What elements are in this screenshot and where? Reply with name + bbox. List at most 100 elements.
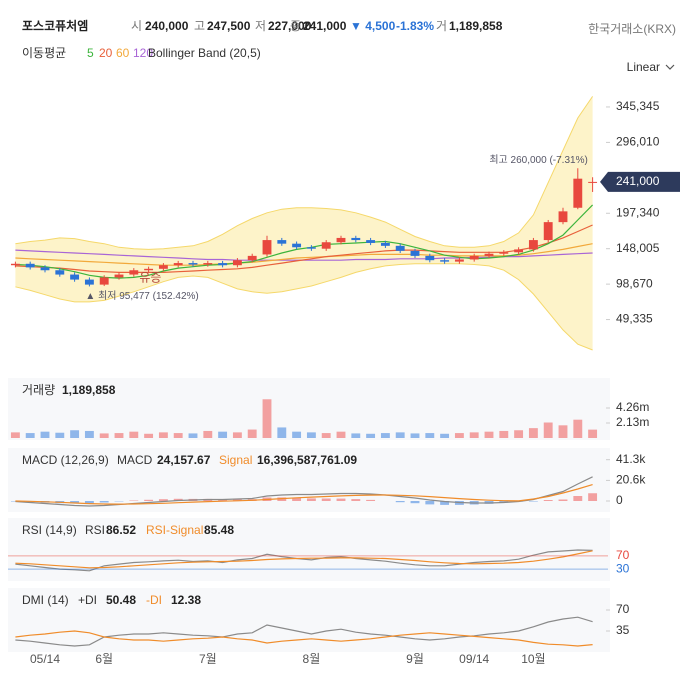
legend-value: 16,396,587,761.09 bbox=[257, 453, 357, 467]
histogram-bar bbox=[70, 501, 80, 504]
change-pct: -1.83% bbox=[396, 19, 434, 33]
histogram-bar bbox=[218, 499, 228, 501]
volume-bar bbox=[573, 419, 583, 438]
volume-bar bbox=[277, 427, 287, 438]
volume-bar bbox=[558, 425, 568, 438]
y-tick-label: 2.13m bbox=[616, 415, 649, 429]
y-tick-label: 49,335 bbox=[616, 312, 653, 326]
candle-body bbox=[425, 255, 435, 261]
candle-body bbox=[499, 252, 509, 254]
legend-name: RSI bbox=[85, 523, 105, 537]
volume-bar bbox=[380, 433, 390, 438]
legend-value: 85.48 bbox=[204, 523, 234, 537]
x-tick-label: 9월 bbox=[406, 652, 424, 666]
indicator-line bbox=[15, 484, 593, 505]
y-tick-label: 41.3k bbox=[616, 452, 646, 466]
histogram-bar bbox=[306, 498, 316, 501]
histogram-bar bbox=[232, 499, 242, 501]
histogram-bar bbox=[543, 500, 553, 501]
volume-bar bbox=[232, 432, 242, 438]
histogram-bar bbox=[558, 499, 568, 501]
candle-body bbox=[573, 178, 583, 208]
y-tick-label: 345,345 bbox=[616, 99, 660, 113]
histogram-bar bbox=[158, 499, 168, 501]
volume-bar bbox=[129, 431, 139, 438]
legend-name: Signal bbox=[219, 453, 252, 467]
volume-bar bbox=[144, 433, 154, 438]
candle-body bbox=[99, 277, 109, 285]
candle-body bbox=[588, 181, 598, 183]
y-tick-label: 70 bbox=[616, 602, 630, 616]
volume-bar bbox=[84, 430, 94, 438]
volume-bar bbox=[40, 431, 50, 438]
y-tick-label: 296,010 bbox=[616, 135, 660, 149]
high-value: 247,500 bbox=[207, 19, 251, 33]
candle-body bbox=[114, 274, 124, 278]
volume-bar bbox=[321, 433, 331, 438]
y-tick-label: 4.26m bbox=[616, 400, 649, 414]
volume-bar bbox=[543, 422, 553, 438]
volume-bar bbox=[203, 430, 213, 438]
y-tick-label: 70 bbox=[616, 548, 630, 562]
volume-bar bbox=[484, 431, 494, 438]
panel-title: 거래량 bbox=[22, 383, 55, 397]
band-legend: Bollinger Band (20,5) bbox=[148, 46, 261, 60]
indicator-line bbox=[15, 550, 593, 569]
candle-body bbox=[158, 265, 168, 269]
histogram-bar bbox=[144, 499, 154, 501]
candle-body bbox=[55, 270, 65, 275]
volume-bar bbox=[499, 430, 509, 438]
change: ▼ 4,500 bbox=[350, 19, 396, 33]
candle-body bbox=[351, 237, 361, 241]
scale-toggle[interactable]: Linear bbox=[627, 60, 675, 74]
volume-bar bbox=[292, 431, 302, 438]
volume-bar bbox=[410, 433, 420, 438]
high-annotation: 최고 260,000 (-7.31%) bbox=[489, 154, 587, 166]
histogram-bar bbox=[588, 493, 598, 501]
chevron bbox=[665, 64, 675, 70]
ma-legend: 5 bbox=[87, 46, 94, 60]
candle-body bbox=[247, 255, 257, 261]
histogram-bar bbox=[440, 501, 450, 505]
volume-bar bbox=[514, 430, 524, 438]
low-value: 227,000 bbox=[268, 19, 312, 33]
x-tick-label: 10월 bbox=[521, 652, 545, 666]
high-label: 고 bbox=[194, 19, 205, 33]
histogram-bar bbox=[84, 501, 94, 504]
y-tick-label: 20.6k bbox=[616, 473, 646, 487]
y-tick-label: 0 bbox=[616, 493, 623, 507]
volume-bar bbox=[10, 432, 20, 438]
candle-body bbox=[469, 255, 479, 260]
scale-label[interactable]: Linear bbox=[627, 60, 660, 74]
volume-bar bbox=[262, 399, 272, 438]
volume-bar bbox=[247, 429, 257, 438]
candle-body bbox=[514, 249, 524, 253]
candle-body bbox=[10, 263, 20, 266]
volume-bar bbox=[158, 432, 168, 438]
stock-name: 포스코퓨처엠 bbox=[22, 18, 88, 33]
low-annotation: ▲ 최저 95,477 (152.42%) bbox=[85, 290, 198, 302]
candle-body bbox=[366, 240, 376, 243]
candle-body bbox=[40, 267, 50, 271]
candle-body bbox=[484, 253, 494, 256]
rsi-panel bbox=[8, 518, 610, 581]
candle-body bbox=[543, 222, 553, 241]
y-tick-label: 35 bbox=[616, 623, 630, 637]
candle-body bbox=[454, 259, 464, 262]
histogram-bar bbox=[395, 501, 405, 503]
open-value: 240,000 bbox=[145, 19, 189, 33]
candle-body bbox=[306, 247, 316, 249]
volume-bar bbox=[70, 430, 80, 438]
indicator-line bbox=[15, 616, 593, 647]
candle-body bbox=[25, 263, 35, 268]
band-fill bbox=[15, 96, 593, 350]
candle-body bbox=[558, 211, 568, 223]
close-label: 종 bbox=[290, 19, 301, 33]
volume-bar bbox=[173, 433, 183, 438]
candle-body bbox=[173, 263, 183, 266]
x-tick-label: 8월 bbox=[303, 652, 321, 666]
indicator-line bbox=[15, 549, 593, 572]
candle-body bbox=[321, 242, 331, 249]
histogram-bar bbox=[336, 498, 346, 501]
